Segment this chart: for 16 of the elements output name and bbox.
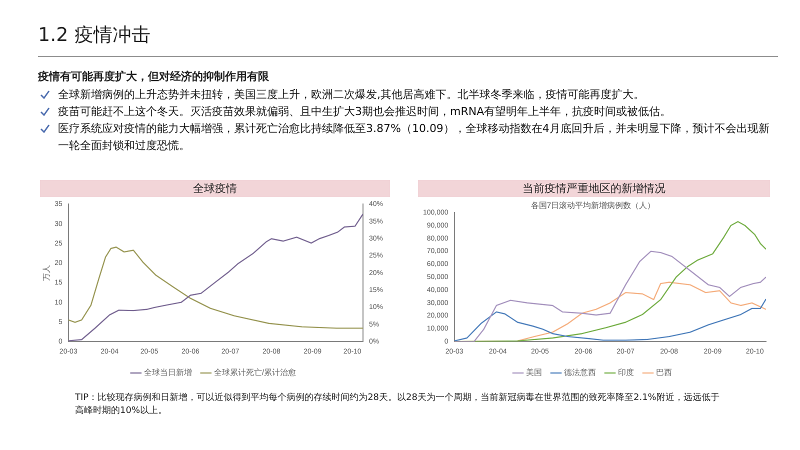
y-axis-title: 万人	[42, 264, 52, 281]
text: 全球新增病例的上升态势并未扭转，美国三度上升，欧洲二次爆发,其他居高难下。北半球冬季来临，疫情可能再度扩大。	[58, 88, 644, 101]
text: 疫情有可能再度扩大，但对经济的抑制作用有限	[38, 69, 270, 84]
text: 医疗系统应对疫情的能力大幅增强，累计死亡治愈比持续降低至3.87%（10.09），全球移动指数在4月底回升后，并未明显下降，预计不会出现新一轮全面封锁和过度恐慌。	[58, 122, 770, 152]
text: 疫苗可能赶不上这个冬天。灭活疫苗效果就偏弱、且中生扩大3期也会推迟时间，mRNA有望明年上半年，抗疫时间或被低估。	[58, 105, 672, 118]
chart-subtitle: 各国7日滚动平均新增病例数（人）	[530, 201, 656, 210]
chart-title: 全球疫情	[40, 180, 390, 197]
chart-title: 当前疫情严重地区的新增情况	[418, 180, 770, 197]
legend-label: 巴西	[656, 368, 672, 378]
legend-label: 美国	[526, 368, 542, 378]
legend-label: 全球累计死亡/累计治愈	[214, 368, 296, 378]
legend-label: 全球当日新增	[144, 368, 192, 378]
legend-label: 德法意西	[564, 368, 596, 378]
legend-label: 印度	[618, 368, 634, 378]
text: TIP：比较现存病例和日新增，可以近似得到平均每个病例的存续时间约为28天。以28天为一个周期，当前新冠病毒在世界范围的致死率降至2.1%附近，远远低于高峰时期的10%以上。	[75, 393, 720, 416]
text: 1.2 疫情冲击	[38, 22, 778, 57]
